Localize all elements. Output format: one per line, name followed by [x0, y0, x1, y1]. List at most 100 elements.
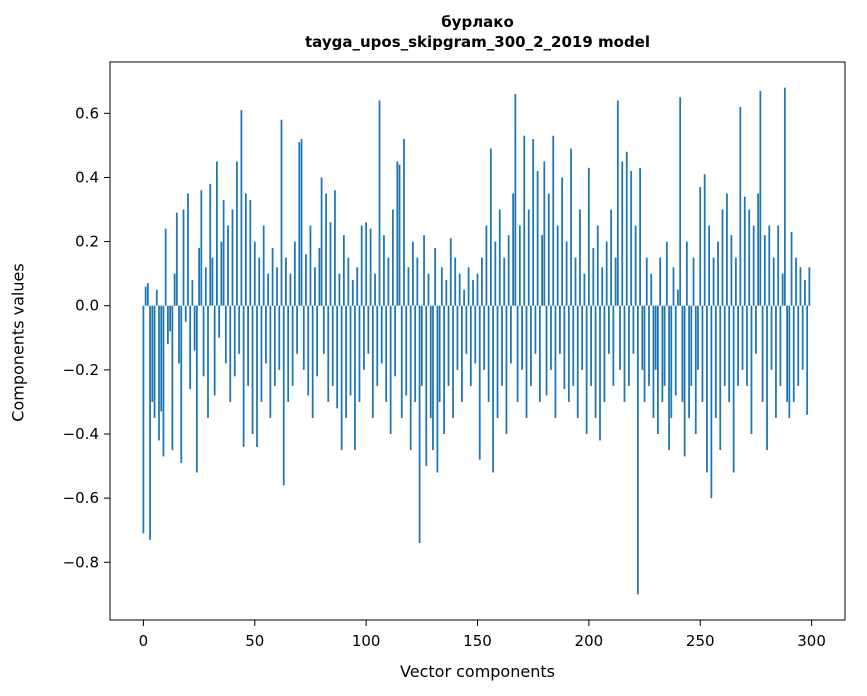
bar [608, 305, 610, 354]
bar [175, 212, 178, 306]
bar [688, 305, 690, 418]
bar [605, 241, 608, 306]
bar [706, 305, 708, 473]
bar [149, 305, 151, 540]
y-tick-label: 0.0 [75, 297, 99, 315]
bar [438, 305, 441, 402]
bar [173, 273, 176, 306]
bar [358, 305, 361, 402]
y-tick-label: −0.2 [63, 361, 99, 379]
bar [496, 305, 499, 418]
bar [697, 305, 699, 370]
bar [614, 257, 617, 306]
bar [625, 151, 628, 306]
x-tick-label: 200 [575, 632, 604, 650]
bar [737, 305, 739, 386]
bar [291, 305, 294, 386]
bar [329, 222, 332, 306]
bar [561, 177, 564, 306]
bar [276, 267, 278, 306]
bar [795, 257, 797, 306]
bar [222, 199, 225, 306]
bar [550, 305, 552, 370]
bar [663, 305, 666, 386]
bar [587, 167, 590, 306]
plot-frame [109, 61, 846, 621]
bar [583, 273, 586, 306]
bar [385, 305, 388, 402]
bar [752, 225, 755, 306]
bar [621, 161, 624, 306]
bar [556, 225, 559, 306]
x-tick-label: 250 [686, 632, 715, 650]
bar [501, 305, 503, 386]
bar [721, 209, 724, 306]
bar [298, 142, 301, 306]
bar [694, 305, 697, 434]
bar [440, 267, 443, 306]
bar [300, 138, 303, 306]
bar [200, 190, 203, 306]
bar [318, 248, 321, 306]
bar [224, 305, 227, 364]
bar [628, 305, 630, 386]
bar [690, 305, 693, 386]
bar [425, 305, 428, 467]
bar [674, 305, 677, 396]
bar [367, 305, 370, 354]
x-tick-label: 0 [139, 632, 149, 650]
bar [797, 305, 800, 386]
bar [171, 305, 174, 451]
bar [342, 235, 345, 306]
bar [394, 305, 396, 377]
bar [153, 305, 156, 418]
bar [699, 187, 702, 306]
bar [759, 90, 762, 306]
bar [763, 235, 766, 306]
bar [407, 267, 410, 306]
bar [347, 257, 350, 306]
bar [766, 305, 768, 451]
bar [552, 135, 555, 306]
bar [356, 267, 359, 306]
bar [454, 257, 457, 306]
bar [293, 241, 296, 306]
bar [195, 305, 198, 473]
bar [659, 257, 662, 306]
bar [712, 257, 715, 306]
bar [665, 241, 668, 306]
bar [545, 305, 548, 396]
bar [267, 273, 270, 306]
bar [483, 305, 486, 370]
bar [567, 305, 570, 402]
bar [467, 267, 470, 306]
bar [590, 305, 592, 386]
bar [262, 225, 265, 306]
bar [423, 235, 425, 306]
bar [398, 164, 401, 306]
bar [345, 305, 347, 418]
bar [233, 305, 236, 377]
chart-title-block: бурлако tayga_upos_skipgram_300_2_2019 m… [110, 12, 845, 52]
bar [532, 138, 535, 306]
bar [579, 209, 581, 306]
bar [543, 161, 546, 306]
bar [414, 305, 417, 402]
bar [734, 257, 737, 306]
bar [570, 148, 572, 306]
bar [732, 305, 735, 473]
bar [256, 305, 258, 447]
y-tick-label: −0.4 [63, 425, 99, 443]
bar [701, 305, 704, 402]
bar [514, 94, 517, 306]
bar [184, 305, 187, 322]
bar [679, 97, 682, 306]
bar [376, 305, 379, 386]
x-tick-label: 300 [797, 632, 826, 650]
bar [189, 305, 192, 390]
bar [302, 305, 305, 370]
bar [334, 190, 336, 306]
bar [244, 193, 247, 306]
bar [527, 209, 530, 306]
